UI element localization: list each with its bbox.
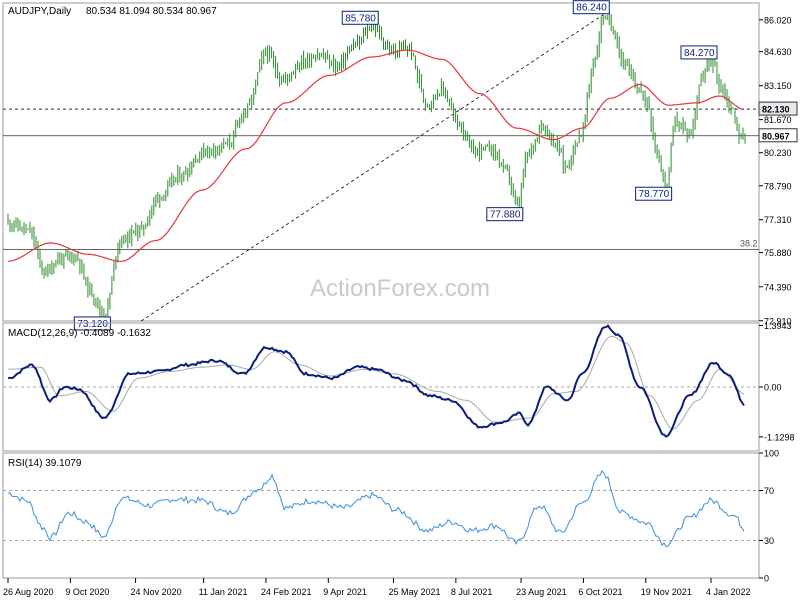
price-annotation-label: 78.770: [639, 189, 670, 200]
price-marker-box: [758, 101, 798, 116]
macd-line: [7, 324, 745, 438]
rsi-panel-frame: [2, 452, 760, 579]
price-y-tick-label: 86.020: [764, 15, 792, 25]
x-tick-label: 6 Oct 2021: [578, 587, 622, 597]
fib-level-label: 38.2: [740, 238, 758, 248]
moving-average: [7, 49, 745, 262]
price-y-tick-label: 78.790: [764, 181, 792, 191]
price-panel: ActionForex.com 38.2 73.120 85.780 77.880 8…: [2, 0, 798, 331]
price-annotation-label: 85.780: [345, 13, 376, 24]
x-tick-label: 19 Nov 2021: [641, 587, 692, 597]
x-tick-label: 25 May 2021: [389, 587, 441, 597]
price-marker-label: 82.130: [762, 105, 790, 115]
price-marker-box: [758, 128, 798, 143]
price-y-tick-label: 81.670: [764, 115, 792, 125]
price-y-tick-label: 83.150: [764, 81, 792, 91]
price-annotation-box: [635, 186, 673, 201]
price-annotation-label: 84.270: [684, 48, 715, 59]
signal-line: [8, 335, 745, 430]
price-annotation-box: [341, 10, 379, 25]
rsi-level-lines: [3, 490, 759, 541]
x-tick-label: 8 Jul 2021: [451, 587, 493, 597]
price-annotation-box: [680, 45, 718, 60]
x-tick-label: 4 Jan 2022: [706, 587, 751, 597]
price-y-tick-label: 72.910: [764, 316, 792, 326]
price-annotation-box: [572, 0, 610, 15]
x-tick-label: 24 Nov 2020: [131, 587, 182, 597]
rsi-y-tick-label: 100: [764, 449, 779, 459]
ma-line: [7, 49, 745, 262]
price-annotation-box: [486, 207, 524, 222]
ohlc-header: 80.534 81.094 80.534 80.967: [86, 6, 217, 17]
macd-y-tick-label: 1.3943: [764, 321, 792, 331]
macd-panel: 1.3943 0.00 -1.1298 MACD(12,26,9) -0.4089 …: [2, 321, 795, 452]
price-panel-frame: [2, 2, 760, 322]
x-tick-label: 9 Oct 2020: [65, 587, 109, 597]
x-tick-label: 23 Aug 2021: [516, 587, 567, 597]
price-y-tick-label: 84.630: [764, 47, 792, 57]
price-bars: [7, 8, 746, 326]
rsi-panel: 100 70 30 0 RSI(14) 39.1079: [2, 449, 779, 584]
x-tick-label: 24 Feb 2021: [261, 587, 312, 597]
price-annotation-label: 86.240: [576, 3, 607, 14]
price-annotation-label: 73.120: [77, 319, 108, 330]
price-trendline: [141, 14, 604, 322]
price-y-tick-label: 75.880: [764, 248, 792, 258]
rsi-y-axis: 100 70 30 0: [759, 449, 779, 584]
rsi-title: RSI(14) 39.1079: [8, 458, 82, 469]
x-tick-label: 9 Apr 2021: [323, 587, 367, 597]
price-y-axis: 86.020 84.630 83.150 81.670 80.230 78.790 77.3…: [758, 15, 798, 326]
rsi-y-tick-label: 70: [764, 486, 774, 496]
trendline: [141, 14, 604, 322]
price-y-tick-label: 74.390: [764, 282, 792, 292]
macd-y-tick-label: -1.1298: [764, 432, 795, 442]
x-tick-label: 26 Aug 2020: [3, 587, 54, 597]
symbol-title: AUDJPY,Daily: [8, 6, 71, 17]
rsi-line: [7, 470, 745, 548]
rsi-line: [7, 470, 745, 548]
price-y-tick-label: 80.230: [764, 148, 792, 158]
price-y-tick-label: 77.310: [764, 215, 792, 225]
price-marker-label: 80.967: [762, 131, 790, 141]
macd-y-axis: 1.3943 0.00 -1.1298: [759, 321, 795, 442]
price-annotations: 73.120 85.780 77.880 86.240 78.770 84.270: [73, 0, 718, 331]
rsi-y-tick-label: 30: [764, 536, 774, 546]
watermark: ActionForex.com: [310, 275, 490, 302]
x-tick-label: 11 Jan 2021: [199, 587, 248, 597]
price-reference-lines: 38.2: [3, 108, 759, 250]
x-axis: 26 Aug 2020 9 Oct 2020 24 Nov 2020 11 Jan 2…: [3, 578, 751, 597]
rsi-y-tick-label: 0: [764, 574, 769, 584]
macd-lines: [7, 324, 745, 438]
price-annotation-label: 77.880: [490, 210, 521, 221]
macd-y-tick-label: 0.00: [764, 383, 782, 393]
macd-title: MACD(12,26,9) -0.4089 -0.1632: [8, 328, 151, 339]
